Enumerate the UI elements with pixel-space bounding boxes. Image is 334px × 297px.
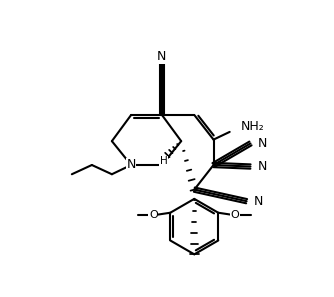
Text: N: N [258, 137, 267, 150]
Text: N: N [127, 159, 136, 171]
Text: NH₂: NH₂ [240, 120, 264, 133]
Text: N: N [254, 195, 263, 208]
Text: N: N [157, 50, 167, 63]
Text: H: H [160, 156, 167, 166]
Text: N: N [258, 160, 267, 173]
Text: O: O [231, 210, 239, 220]
Text: O: O [149, 210, 158, 220]
